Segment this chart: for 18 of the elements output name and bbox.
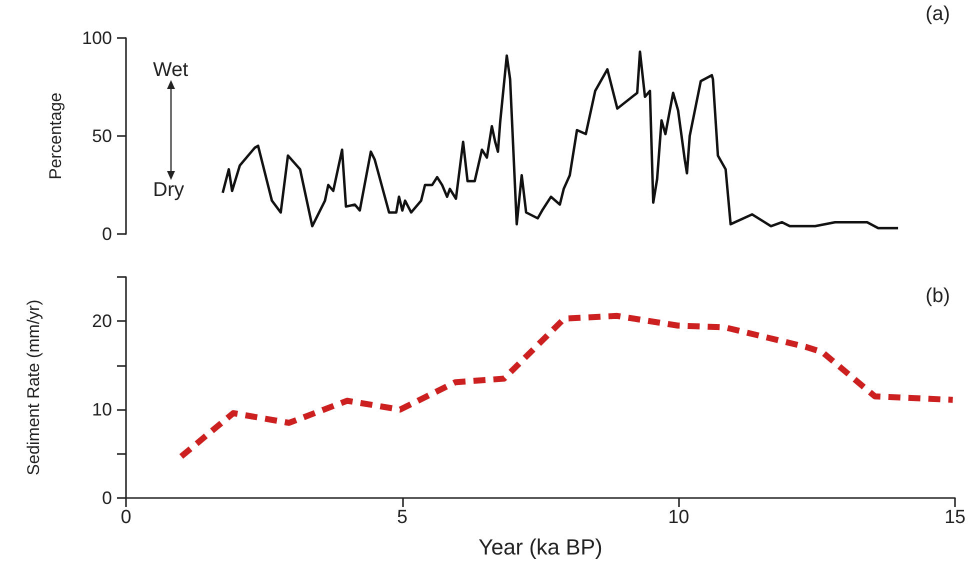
y-tick-label: 0 (102, 224, 112, 244)
x-tick-label: 15 (944, 507, 966, 528)
x-tick-label: 10 (668, 507, 690, 528)
y-tick-label: 10 (92, 400, 112, 420)
y-axis-title: Percentage (46, 92, 65, 180)
y-tick-label: 100 (82, 28, 112, 48)
annotation: Wet (153, 59, 189, 81)
y-tick-label: 50 (92, 126, 112, 146)
y-axis-title: Sediment Rate (mm/yr) (24, 300, 43, 476)
x-tick-label: 5 (397, 507, 408, 528)
y-tick-label: 20 (92, 311, 112, 332)
annotation: (b) (926, 285, 950, 307)
text: (a) (926, 3, 950, 25)
y-tick-label: 0 (102, 488, 112, 508)
x-axis-title: Year (ka BP) (478, 534, 602, 560)
annotation: Dry (153, 179, 184, 201)
x-tick-label: 0 (120, 507, 132, 528)
line-series (221, 50, 900, 230)
